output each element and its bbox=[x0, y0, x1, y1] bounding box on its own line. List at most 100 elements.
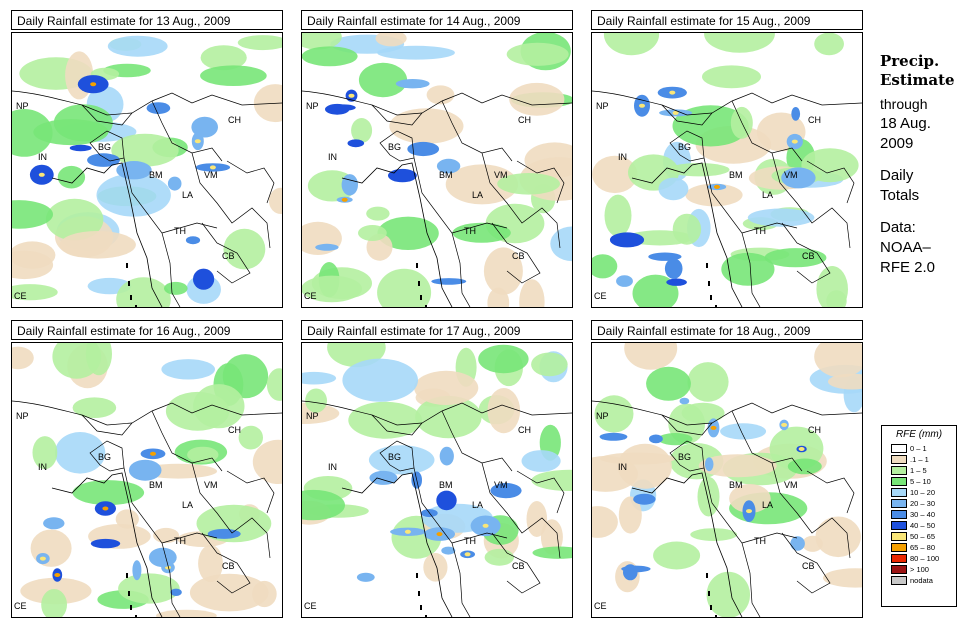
rain-area bbox=[672, 105, 749, 147]
extreme-rain-cell bbox=[436, 532, 443, 537]
country-border bbox=[781, 532, 831, 594]
extreme-rain-cell bbox=[669, 90, 676, 95]
island bbox=[715, 305, 717, 307]
heavy-rain-cell bbox=[90, 538, 121, 549]
map-panel-16-aug: Daily Rainfall estimate for 16 Aug., 200… bbox=[11, 320, 285, 618]
rain-area bbox=[487, 388, 521, 434]
rain-area bbox=[12, 284, 58, 301]
country-label-cb: CB bbox=[512, 561, 525, 571]
heavy-rain-cell bbox=[441, 546, 456, 555]
rain-area bbox=[604, 194, 632, 237]
country-label-bm: BM bbox=[439, 480, 453, 490]
legend-item: 50 – 65 bbox=[891, 531, 956, 542]
island bbox=[708, 281, 710, 286]
rain-area bbox=[618, 496, 642, 534]
legend-swatch bbox=[891, 543, 907, 552]
heavy-rain-cell bbox=[431, 278, 467, 285]
heavy-rain-cell bbox=[395, 79, 430, 89]
country-border bbox=[592, 90, 862, 116]
map-description: Precip. Estimate through 18 Aug. 2009 Da… bbox=[880, 52, 967, 278]
country-label-cb: CB bbox=[222, 561, 235, 571]
island bbox=[126, 263, 128, 268]
rain-area bbox=[698, 454, 777, 478]
description-date: 18 Aug. bbox=[880, 115, 931, 132]
description-source: NOAA– bbox=[880, 239, 931, 256]
country-border bbox=[491, 532, 541, 594]
legend-label: 20 – 30 bbox=[910, 499, 936, 508]
heavy-rain-cell bbox=[649, 434, 663, 444]
coastline bbox=[341, 472, 453, 617]
country-border bbox=[191, 152, 271, 249]
description-heading-2: Estimate bbox=[880, 71, 955, 89]
extreme-rain-cell bbox=[746, 509, 752, 514]
extreme-rain-cell bbox=[194, 139, 201, 144]
country-border bbox=[302, 400, 572, 426]
heavy-rain-cell bbox=[790, 536, 805, 551]
rain-area bbox=[302, 33, 342, 50]
extreme-rain-cell bbox=[791, 139, 798, 144]
rain-area bbox=[52, 343, 102, 379]
rain-area bbox=[302, 371, 337, 385]
map-panel-17-aug: Daily Rainfall estimate for 17 Aug., 200… bbox=[301, 320, 575, 618]
heavy-rain-cell bbox=[341, 174, 358, 196]
rain-area bbox=[368, 445, 435, 475]
legend-label: 40 – 50 bbox=[910, 521, 936, 530]
extreme-rain-cell bbox=[90, 82, 97, 87]
legend-label: 30 – 40 bbox=[910, 510, 936, 519]
country-label-np: NP bbox=[596, 411, 609, 421]
rain-area bbox=[592, 254, 618, 279]
rain-area bbox=[540, 519, 563, 555]
rain-area bbox=[729, 484, 771, 513]
country-label-bg: BG bbox=[678, 142, 691, 152]
island bbox=[706, 573, 708, 578]
heavy-rain-cell bbox=[347, 139, 365, 148]
heavy-rain-cell bbox=[191, 116, 218, 138]
country-label-ch: CH bbox=[808, 115, 821, 125]
country-label-la: LA bbox=[762, 190, 773, 200]
coastline bbox=[51, 162, 163, 307]
heavy-rain-cell bbox=[148, 547, 177, 568]
rain-area bbox=[200, 45, 247, 71]
country-border bbox=[123, 467, 181, 617]
country-label-la: LA bbox=[472, 190, 483, 200]
island bbox=[416, 263, 418, 268]
heavy-rain-cell bbox=[146, 102, 171, 114]
country-border bbox=[771, 462, 851, 559]
country-label-cb: CB bbox=[512, 251, 525, 261]
rain-area bbox=[72, 480, 145, 506]
extreme-rain-cell bbox=[348, 93, 355, 98]
rain-area bbox=[646, 366, 691, 401]
rain-area bbox=[521, 450, 561, 472]
legend-label: 1 – 5 bbox=[910, 466, 927, 475]
island bbox=[710, 295, 712, 300]
rain-area bbox=[658, 177, 689, 201]
country-border bbox=[661, 104, 713, 126]
rain-area bbox=[33, 119, 109, 146]
rainfall-map: NP CH IN BG BM VM LA TH CB CE bbox=[301, 32, 573, 308]
legend-label: 80 – 100 bbox=[910, 554, 940, 563]
rain-area bbox=[672, 213, 702, 245]
country-label-in: IN bbox=[38, 462, 47, 472]
rainfall-map: NP CH IN BG BM VM LA TH CB CE bbox=[591, 342, 863, 618]
rain-area bbox=[156, 609, 217, 617]
rain-area bbox=[483, 247, 523, 295]
extreme-rain-cell bbox=[150, 451, 156, 456]
heavy-rain-cell bbox=[167, 176, 182, 191]
island bbox=[130, 295, 132, 300]
country-label-bm: BM bbox=[149, 170, 163, 180]
legend-title: RFE (mm) bbox=[895, 429, 943, 440]
country-border bbox=[592, 400, 862, 426]
rain-area bbox=[193, 384, 245, 429]
country-label-la: LA bbox=[472, 500, 483, 510]
country-border bbox=[161, 532, 218, 544]
country-label-ch: CH bbox=[228, 425, 241, 435]
rain-area bbox=[497, 173, 560, 195]
country-border bbox=[161, 222, 218, 234]
island bbox=[706, 263, 708, 268]
rain-area bbox=[45, 198, 104, 241]
country-border bbox=[481, 462, 561, 559]
country-label-bm: BM bbox=[729, 480, 743, 490]
map-panel-18-aug: Daily Rainfall estimate for 18 Aug., 200… bbox=[591, 320, 865, 618]
rain-area bbox=[377, 268, 432, 307]
island bbox=[420, 295, 422, 300]
